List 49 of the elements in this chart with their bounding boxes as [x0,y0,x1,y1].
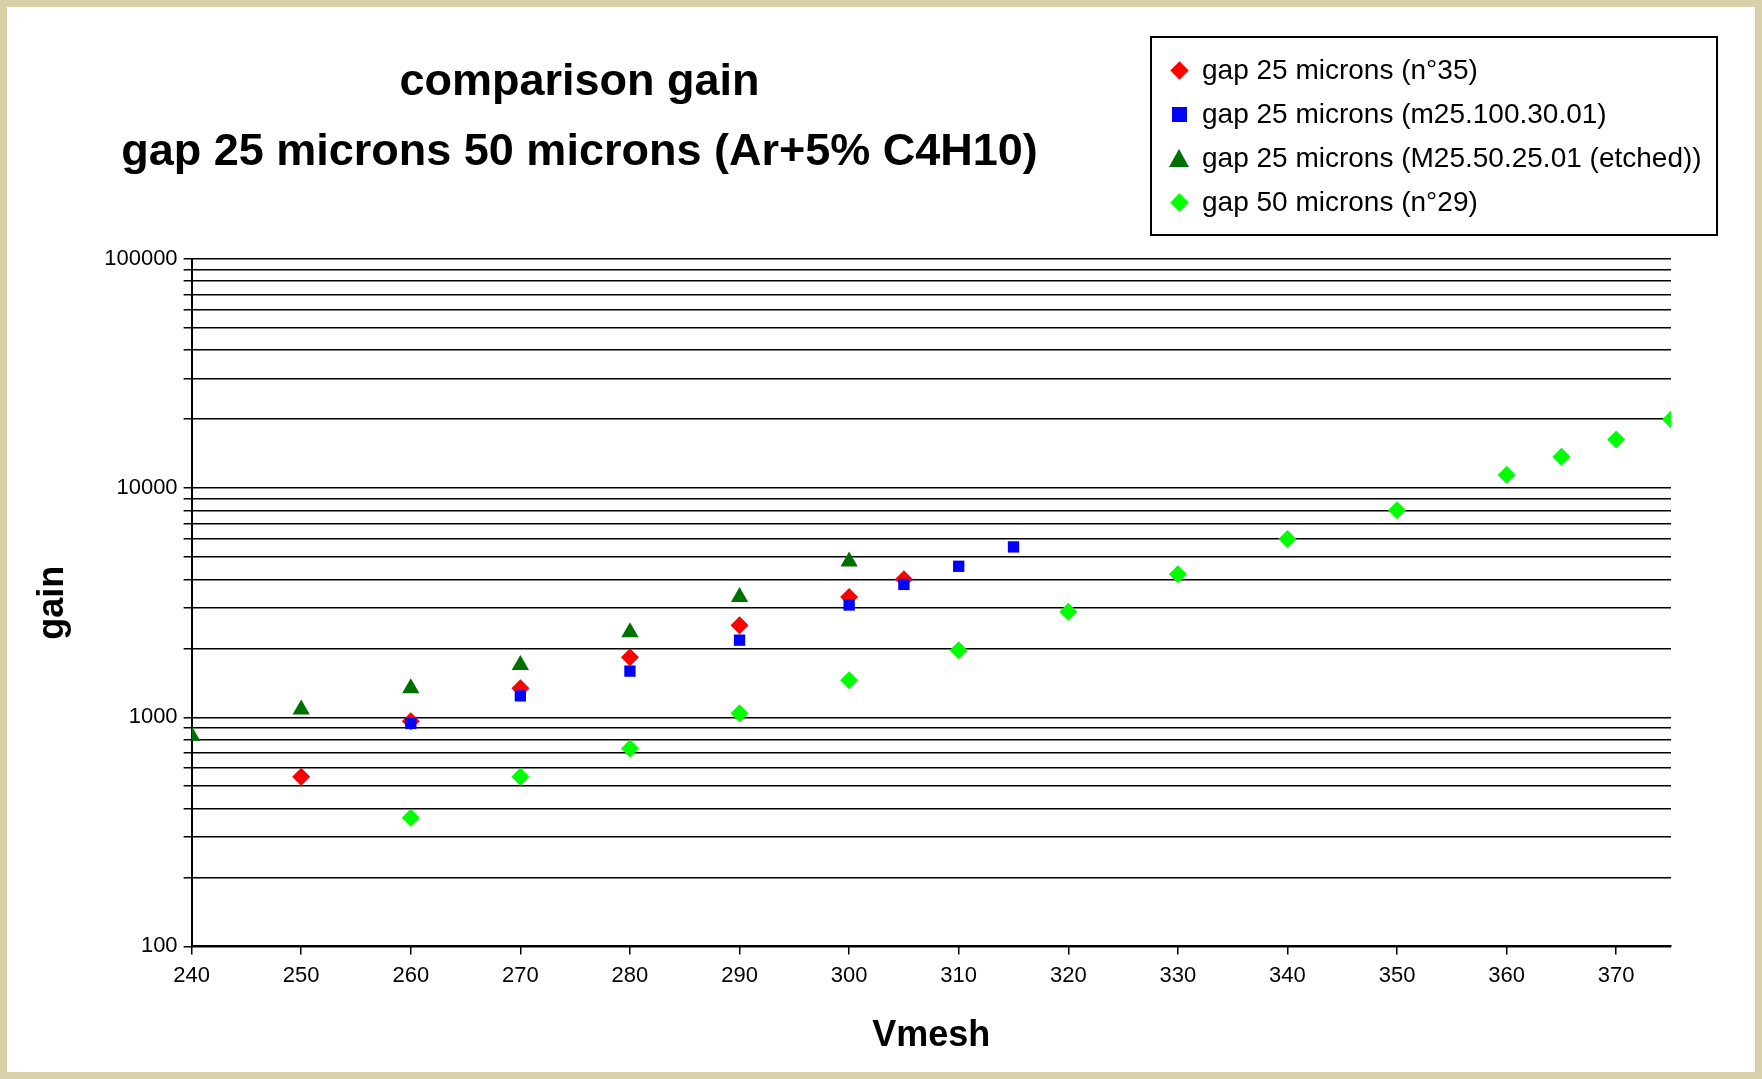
legend-label: gap 50 microns (n°29) [1202,186,1478,218]
x-tick-label: 360 [1488,961,1525,987]
x-tick-label: 300 [830,961,868,987]
point [292,767,311,786]
x-tick-label: 310 [940,961,978,987]
x-tick-label: 370 [1597,961,1635,987]
y-tick-label: 100000 [104,245,178,271]
x-tick-label: 280 [611,961,649,987]
point [620,739,639,758]
point [730,616,749,635]
legend-label: gap 25 microns (m25.100.30.01) [1202,98,1607,130]
point [1059,602,1078,621]
x-tick-label: 350 [1378,961,1416,987]
x-tick-label: 290 [721,961,758,987]
point [1168,565,1187,584]
x-axis-title: Vmesh [872,1013,991,1055]
point [511,655,530,671]
x-tick-label: 330 [1159,961,1197,987]
x-tick-label: 250 [282,961,320,987]
y-tick-label: 100 [140,932,178,958]
point [1552,447,1571,466]
point [401,808,420,827]
point [624,665,636,677]
x-tick-label: 260 [392,961,430,987]
point [840,671,859,690]
point [733,634,746,646]
legend-label: gap 25 microns (n°35) [1202,54,1478,86]
point [1278,529,1297,548]
point [949,641,968,660]
y-tick-label: 10000 [116,474,178,500]
x-tick-label: 340 [1269,961,1306,987]
point [511,767,530,786]
x-tick-label: 320 [1049,961,1087,987]
point [730,704,749,723]
point [1607,430,1626,449]
x-tick-label: 240 [173,961,210,987]
point [1007,541,1020,553]
y-tick-label: 1000 [128,703,178,729]
y-axis-title: gain [29,565,71,640]
point [953,560,965,572]
x-tick-label: 270 [502,961,539,987]
point [620,648,639,667]
point [843,599,855,611]
point [1497,466,1516,485]
legend-label: gap 25 microns (M25.50.25.01 (etched)) [1202,142,1702,174]
point [514,690,527,702]
point [898,578,910,591]
point [1388,501,1407,520]
chart-title: comparison gain gap 25 microns 50 microns (Ar+5% C4H10) [120,53,1039,177]
